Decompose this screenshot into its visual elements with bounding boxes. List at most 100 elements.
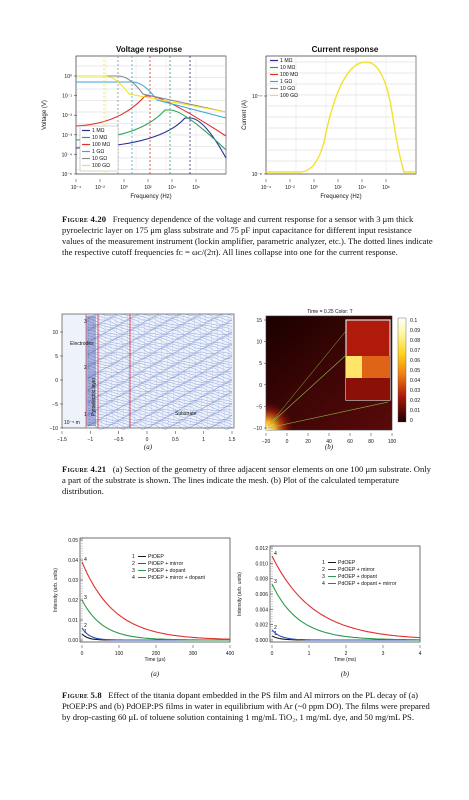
current-y-tick: 10⁻⁷ bbox=[252, 94, 262, 100]
mesh-line bbox=[87, 353, 233, 357]
legend-entry: 100 MΩ bbox=[280, 72, 298, 78]
mesh-line bbox=[121, 313, 124, 429]
legend-entry: 1 GΩ bbox=[280, 79, 292, 85]
decay-a-y-tick: 0.05 bbox=[68, 538, 78, 544]
heat-x-tick: 60 bbox=[347, 439, 353, 445]
mesh-line bbox=[227, 313, 231, 429]
heat-x-tick: 20 bbox=[305, 439, 311, 445]
legend-number: 4 bbox=[132, 575, 135, 581]
mesh-x-ticks: −1.5 −1 −0.5 0 0.5 1 1.5 bbox=[57, 431, 236, 443]
mesh-line bbox=[87, 370, 233, 374]
legend-entry: PdOEP bbox=[338, 560, 356, 566]
figure-4-21-caption: Figure 4.21 (a) Section of the geometry … bbox=[62, 464, 434, 497]
mesh-line bbox=[155, 313, 158, 429]
mesh-y-tick: 0 bbox=[55, 378, 58, 384]
decay-b-x-tick: 2 bbox=[345, 651, 348, 657]
zoom-guide-line bbox=[269, 325, 351, 425]
substrate-label: Substrate bbox=[175, 411, 197, 417]
voltage-y-tick: 10⁻² bbox=[62, 113, 72, 119]
pyro-layer-label: Pyroelectric layer bbox=[91, 377, 97, 416]
heat-y-tick: −5 bbox=[256, 404, 262, 410]
decay-b-curve bbox=[271, 583, 420, 641]
colorbar-tick: 0.09 bbox=[410, 328, 420, 334]
mesh-x-tick: −0.5 bbox=[114, 437, 124, 443]
voltage-x-tick: 10² bbox=[144, 185, 152, 191]
mesh-line bbox=[99, 313, 102, 429]
decay-a-x-tick: 100 bbox=[115, 651, 124, 657]
decay-b-legend: 1 PdOEP 2 PdOEP + mirror 3 PdOEP + dopant 4 PdO… bbox=[322, 560, 397, 587]
electrodes-label: Electrodes bbox=[70, 341, 94, 347]
legend-entry: 1 MΩ bbox=[280, 58, 293, 64]
colorbar-tick: 0.05 bbox=[410, 368, 420, 374]
mesh-line bbox=[87, 313, 233, 317]
figure-4-21-text: (a) Section of the geometry of three adj… bbox=[62, 464, 431, 496]
pyro-layer-mesh bbox=[86, 316, 96, 426]
mesh-line bbox=[149, 313, 152, 429]
figure-5-8-label: Figure 5.8 bbox=[62, 690, 102, 700]
mesh-x-tick: −1.5 bbox=[57, 437, 67, 443]
decay-b-x-tick: 1 bbox=[308, 651, 311, 657]
legend-number: 1 bbox=[322, 560, 325, 566]
heat-y-tick: 5 bbox=[259, 361, 262, 367]
legend-box bbox=[79, 125, 119, 172]
voltage-x-label: Frequency (Hz) bbox=[130, 194, 171, 200]
decay-b-y-ticks: 0.012 0.010 0.008 0.006 0.004 0.002 0.000 bbox=[255, 546, 273, 644]
mesh-line bbox=[87, 315, 233, 319]
decay-b-x-label: Time (ms) bbox=[334, 657, 357, 663]
figure-4-20-text: Frequency dependence of the voltage and … bbox=[62, 214, 433, 257]
current-y-label: Current (A) bbox=[242, 100, 248, 130]
heat-y-tick: 0 bbox=[259, 383, 262, 389]
current-x-tick: 10² bbox=[334, 185, 342, 191]
decay-b-x-tick: 3 bbox=[382, 651, 385, 657]
decay-a-x-ticks: 0 100 200 300 400 bbox=[81, 645, 235, 657]
mesh-x-tick: 1 bbox=[202, 437, 205, 443]
legend-entry: 1 MΩ bbox=[92, 128, 105, 134]
legend-entry: 100 GΩ bbox=[280, 93, 298, 99]
voltage-y-ticks: 10⁰ 10⁻¹ 10⁻² 10⁻³ 10⁻⁴ 10⁻⁵ bbox=[62, 74, 77, 178]
decay-a-x-tick: 0 bbox=[81, 651, 84, 657]
decay-a-y-ticks: 0.05 0.04 0.03 0.02 0.01 0.00 bbox=[68, 538, 83, 644]
mesh-x-tick: 0 bbox=[146, 437, 149, 443]
current-x-tick: 10⁴ bbox=[358, 185, 366, 191]
decay-b-curve bbox=[271, 555, 421, 639]
heat-x-tick: 80 bbox=[368, 439, 374, 445]
voltage-y-tick: 10⁻⁴ bbox=[62, 152, 72, 158]
voltage-x-tick: 10⁶ bbox=[192, 185, 200, 191]
mesh-line bbox=[87, 402, 233, 407]
legend-number: 1 bbox=[132, 554, 135, 560]
decay-b-y-tick: 0.000 bbox=[255, 638, 268, 644]
mesh-y-tick: 5 bbox=[55, 354, 58, 360]
zoom-guide-line bbox=[267, 355, 346, 427]
mesh-x-tick: 0.5 bbox=[172, 437, 179, 443]
heat-x-tick: 0 bbox=[286, 439, 289, 445]
voltage-y-tick: 10⁰ bbox=[64, 74, 72, 80]
mesh-line bbox=[87, 372, 233, 376]
mesh-line bbox=[171, 313, 175, 429]
legend-entry: PtOEP bbox=[148, 554, 164, 560]
colorbar-tick: 0.06 bbox=[410, 358, 420, 364]
mesh-line bbox=[87, 364, 233, 369]
mesh-line bbox=[87, 345, 233, 350]
mesh-line bbox=[205, 313, 208, 429]
voltage-x-tick: 10⁰ bbox=[120, 185, 128, 191]
legend-entry: 100 MΩ bbox=[92, 142, 110, 148]
zoom-guide-line bbox=[267, 401, 389, 429]
decay-a-curve bbox=[81, 561, 231, 640]
decay-a-x-tick: 400 bbox=[226, 651, 235, 657]
colorbar-tick: 0 bbox=[410, 418, 413, 424]
curve-number: 2 bbox=[84, 623, 87, 629]
decay-a-x-label: Time (μs) bbox=[144, 657, 165, 663]
mesh-line bbox=[188, 313, 191, 429]
decay-b-y-tick: 0.004 bbox=[255, 607, 268, 613]
mesh-y-tick: −10 bbox=[50, 426, 59, 432]
voltage-y-tick: 10⁻¹ bbox=[62, 94, 72, 100]
figure-5-8-text: Effect of the titania dopant embedded in… bbox=[62, 690, 430, 722]
mesh-line bbox=[115, 313, 119, 429]
figure-4-21-label: Figure 4.21 bbox=[62, 464, 107, 474]
decay-a-legend: 1 PtOEP 2 PtOEP + mirror 3 PtOEP + dopant 4 PtO… bbox=[132, 554, 206, 581]
mesh-line bbox=[87, 367, 233, 374]
legend-entry: 100 GΩ bbox=[92, 163, 110, 169]
